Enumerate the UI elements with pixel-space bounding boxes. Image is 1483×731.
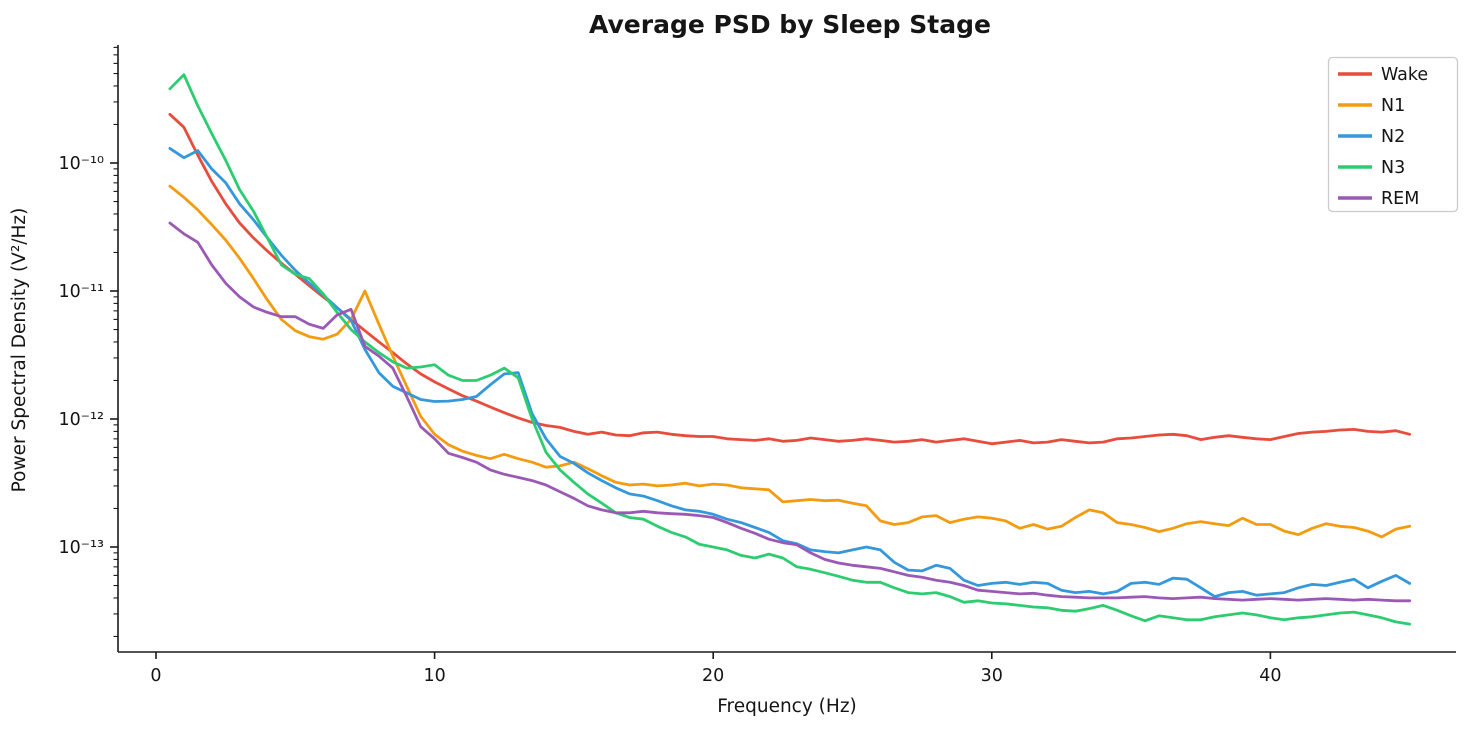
legend-label-n1: N1 bbox=[1381, 96, 1405, 116]
n3-line bbox=[168, 73, 1412, 626]
legend-label-wake: Wake bbox=[1381, 65, 1428, 85]
legend-label-rem: REM bbox=[1381, 189, 1419, 209]
x-tick-label: 30 bbox=[981, 666, 1003, 686]
legend-label-n2: N2 bbox=[1381, 127, 1405, 147]
legend: Wake N1 N2 N3 REM bbox=[1327, 56, 1459, 213]
rem-line bbox=[168, 221, 1412, 603]
y-axis-label: Power Spectral Density (V²/Hz) bbox=[9, 208, 30, 493]
chart-title: Average PSD by Sleep Stage bbox=[589, 10, 991, 39]
legend-label-n3: N3 bbox=[1381, 158, 1405, 178]
y-tick-label: 10⁻¹¹ bbox=[58, 282, 104, 302]
legend-box bbox=[1327, 56, 1459, 213]
y-tick-label: 10⁻¹⁰ bbox=[58, 154, 104, 174]
wake-line bbox=[168, 112, 1412, 446]
x-axis-label: Frequency (Hz) bbox=[717, 696, 857, 717]
y-tick-label: 10⁻¹² bbox=[58, 410, 104, 430]
x-tick-label: 0 bbox=[150, 666, 161, 686]
y-tick-label: 10⁻¹³ bbox=[58, 538, 104, 558]
x-tick-label: 40 bbox=[1259, 666, 1281, 686]
n1-line bbox=[168, 184, 1412, 539]
x-tick-label: 20 bbox=[702, 666, 724, 686]
x-tick-label: 10 bbox=[423, 666, 445, 686]
n2-line bbox=[168, 146, 1412, 598]
axes: 0 10 20 30 40 10⁻¹⁰ 10⁻¹¹ 10⁻¹² 10⁻¹³ bbox=[58, 45, 1456, 686]
